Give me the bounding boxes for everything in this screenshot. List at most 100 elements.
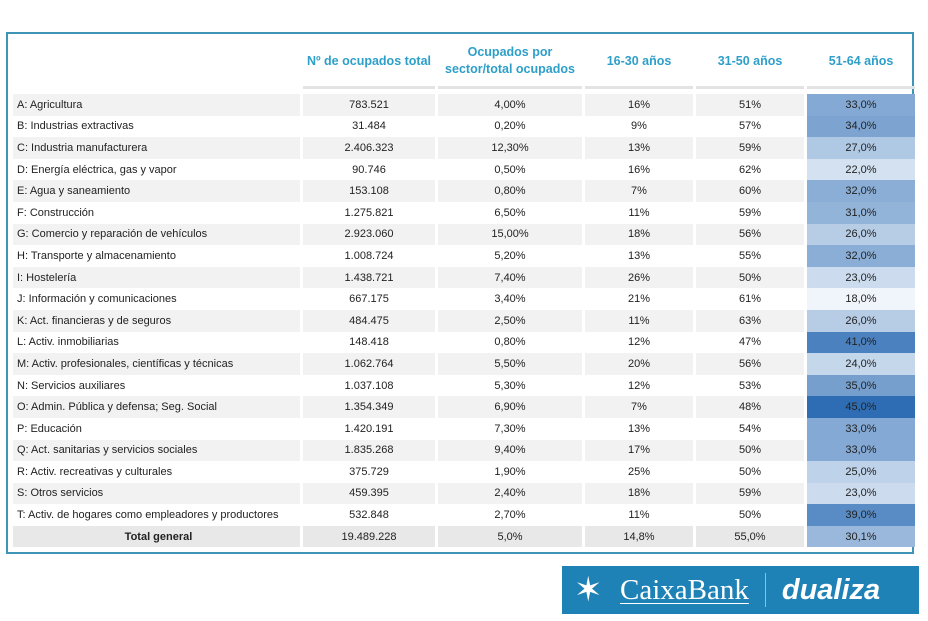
cell: 63% (696, 309, 804, 332)
cell: 16% (627, 163, 651, 176)
cell: 459.395 (303, 482, 435, 505)
table-row: Q: Act. sanitarias y servicios sociales 1… (13, 439, 915, 462)
table-row: I: Hostelería 1.438.721 7,40% 26% 50% 23,0% (13, 266, 915, 289)
total-row: Total general 19.489.228 5,0% 14,8% 55,0% 30,… (13, 525, 915, 548)
cell: 31.484 (352, 120, 386, 133)
cell: 57% (738, 120, 762, 133)
cell: 13% (627, 249, 651, 262)
cell: 0,50% (494, 163, 526, 176)
cell: 18% (585, 223, 693, 246)
cell: 1.275.821 (344, 206, 394, 219)
cell: 61% (738, 293, 762, 306)
cell: 783.521 (303, 94, 435, 116)
table-row: L: Activ. inmobiliarias 148.418 0,80% 12% 47… (13, 331, 915, 354)
sector-label: R: Activ. recreativas y culturales (17, 465, 173, 478)
cell: 9,40% (438, 439, 582, 462)
cell: 33,0% (807, 94, 915, 116)
cell: 59% (696, 137, 804, 159)
table-row: K: Act. financieras y de seguros 484.475 2… (13, 309, 915, 332)
cell: 11% (585, 309, 693, 332)
cell: 12% (627, 379, 651, 392)
cell: 13% (585, 137, 693, 159)
cell: 34,0% (807, 115, 915, 138)
cell: 1,90% (494, 465, 526, 478)
cell: 13% (627, 422, 651, 435)
sector-label: G: Comercio y reparación de vehículos (13, 223, 300, 246)
cell: 1.037.108 (344, 379, 394, 392)
cell: 59% (696, 482, 804, 505)
column-header: 16-30 años (585, 36, 693, 89)
cell: 62% (738, 163, 762, 176)
sector-label: M: Activ. profesionales, científicas y t… (13, 353, 300, 375)
logo-divider (764, 573, 766, 607)
cell: 0,80% (494, 336, 526, 349)
cell: 22,0% (807, 158, 915, 181)
cell: 35,0% (807, 374, 915, 397)
cell: 484.475 (303, 309, 435, 332)
cell: 7% (585, 180, 693, 202)
sector-label: L: Activ. inmobiliarias (17, 336, 119, 349)
cell: 56% (696, 353, 804, 375)
cell: 532.848 (349, 509, 389, 522)
table-row: B: Industrias extractivas 31.484 0,20% 9% 57… (13, 115, 915, 138)
cell: 148.418 (349, 336, 389, 349)
cell: 60% (696, 180, 804, 202)
cell: 6,90% (438, 396, 582, 418)
cell: 0,80% (438, 180, 582, 202)
cell: 24,0% (807, 353, 915, 375)
sector-label: K: Act. financieras y de seguros (13, 309, 300, 332)
sector-label: H: Transporte y almacenamiento (17, 249, 176, 262)
cell: 30,1% (807, 525, 915, 548)
cell: 90.746 (352, 163, 386, 176)
cell: 27,0% (807, 137, 915, 159)
cell: 2,50% (438, 309, 582, 332)
cell: 20% (585, 353, 693, 375)
cell: 11% (628, 509, 650, 522)
cell: 26,0% (807, 223, 915, 246)
table-row: C: Industria manufacturera 2.406.323 12,30… (13, 137, 915, 159)
sector-label: E: Agua y saneamiento (13, 180, 300, 202)
cell: 375.729 (349, 465, 389, 478)
cell: 667.175 (349, 293, 389, 306)
cell: 25% (627, 465, 651, 478)
sector-label: N: Servicios auxiliares (17, 379, 126, 392)
table-row: M: Activ. profesionales, científicas y t… (13, 353, 915, 375)
cell: 51% (696, 94, 804, 116)
cell: 55,0% (696, 525, 804, 548)
cell: 31,0% (807, 201, 915, 224)
cell: 26% (585, 266, 693, 289)
cell: 12,30% (438, 137, 582, 159)
cell: 54% (738, 422, 762, 435)
cell: 9% (631, 120, 647, 133)
cell: 41,0% (807, 331, 915, 354)
cell: 5,50% (438, 353, 582, 375)
cell: 47% (738, 336, 762, 349)
cell: 18,0% (807, 288, 915, 310)
sector-label: Q: Act. sanitarias y servicios sociales (13, 439, 300, 462)
caixabank-star-icon: ✶ (574, 571, 603, 609)
cell: 50% (696, 439, 804, 462)
cell: 15,00% (438, 223, 582, 246)
cell: 0,20% (494, 120, 526, 133)
cell: 32,0% (807, 245, 915, 267)
sector-label: P: Educación (17, 422, 82, 435)
table-row: A: Agricultura 783.521 4,00% 16% 51% 33,0% (13, 94, 915, 116)
table-row: E: Agua y saneamiento 153.108 0,80% 7% 60% 32… (13, 180, 915, 202)
cell: 3,40% (494, 293, 526, 306)
cell: 5,30% (494, 379, 526, 392)
cell: 16% (585, 94, 693, 116)
cell: 23,0% (807, 266, 915, 289)
cell: 50% (738, 465, 762, 478)
sector-label: J: Información y comunicaciones (17, 293, 177, 306)
cell: 50% (696, 266, 804, 289)
cell: 48% (696, 396, 804, 418)
cell: 33,0% (807, 439, 915, 462)
table-row: P: Educación 1.420.191 7,30% 13% 54% 33,0% (13, 417, 915, 440)
sector-label: A: Agricultura (13, 94, 300, 116)
cell: 33,0% (807, 417, 915, 440)
sector-label: Total general (13, 525, 300, 548)
cell: 2,40% (438, 482, 582, 505)
column-header: 51-64 años (807, 36, 915, 89)
sector-label: I: Hostelería (13, 266, 300, 289)
cell: 50% (738, 509, 762, 522)
